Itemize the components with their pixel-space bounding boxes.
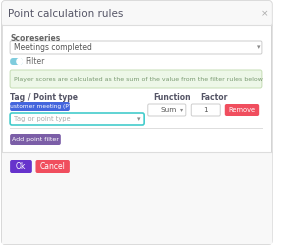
FancyBboxPatch shape [2, 1, 272, 26]
Text: Point calculation rules: Point calculation rules [8, 9, 124, 19]
FancyBboxPatch shape [148, 104, 186, 116]
FancyBboxPatch shape [10, 58, 23, 65]
Circle shape [17, 59, 22, 64]
FancyBboxPatch shape [10, 113, 144, 125]
FancyBboxPatch shape [10, 41, 262, 54]
FancyBboxPatch shape [35, 160, 70, 173]
FancyBboxPatch shape [225, 104, 259, 116]
FancyBboxPatch shape [10, 102, 70, 111]
FancyBboxPatch shape [10, 160, 32, 173]
Text: Filter: Filter [26, 57, 45, 66]
Text: Function: Function [153, 93, 191, 102]
Text: Customer meeting (PT): Customer meeting (PT) [6, 104, 74, 109]
Text: Player scores are calculated as the sum of the value from the filter rules below: Player scores are calculated as the sum … [14, 76, 262, 82]
Text: Add point filter: Add point filter [12, 137, 59, 142]
Text: Remove: Remove [228, 107, 256, 113]
Text: Factor: Factor [200, 93, 228, 102]
FancyBboxPatch shape [10, 134, 61, 145]
Text: Cancel: Cancel [40, 162, 66, 171]
Text: ▾: ▾ [256, 45, 260, 50]
Text: 1: 1 [203, 107, 208, 113]
Text: Tag or point type: Tag or point type [14, 116, 70, 122]
Text: Meetings completed: Meetings completed [14, 43, 92, 52]
Text: Tag / Point type: Tag / Point type [10, 93, 78, 102]
Text: Ok: Ok [16, 162, 26, 171]
FancyBboxPatch shape [2, 1, 272, 244]
Text: ▾: ▾ [137, 116, 140, 122]
FancyBboxPatch shape [191, 104, 220, 116]
Text: Sum: Sum [160, 107, 177, 113]
Bar [2, 152, 272, 244]
FancyBboxPatch shape [10, 70, 262, 88]
Text: ×: × [261, 9, 268, 18]
Text: Scoreseries: Scoreseries [10, 34, 60, 43]
Text: ▾: ▾ [180, 108, 183, 112]
